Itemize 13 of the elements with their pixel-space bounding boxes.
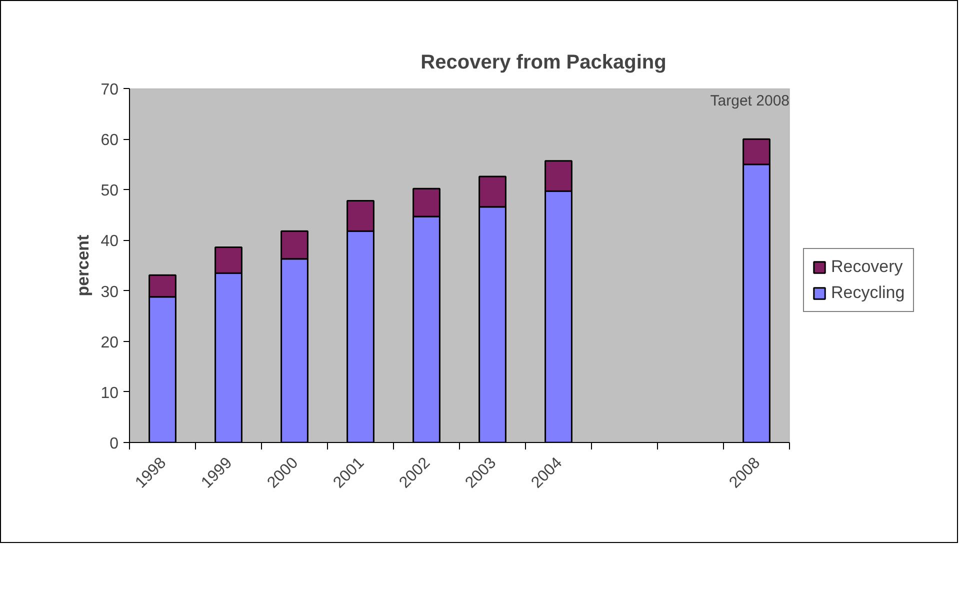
y-tick-label: 10 (100, 384, 119, 402)
y-axis-title: percent (74, 234, 93, 296)
legend-label: Recycling (831, 283, 905, 303)
annotation: Target 2008 (710, 92, 790, 110)
y-tick-label: 0 (110, 436, 119, 452)
y-tick-label: 30 (100, 284, 119, 301)
y-tick-label: 20 (100, 334, 119, 352)
y-tick-label: 50 (100, 182, 119, 200)
legend-label: Recovery (831, 257, 903, 277)
y-tick-label: 40 (100, 233, 119, 250)
y-tick-label: 60 (100, 132, 119, 150)
chart-title: Recovery from Packaging (420, 52, 666, 74)
y-tick-label: 70 (100, 82, 119, 98)
